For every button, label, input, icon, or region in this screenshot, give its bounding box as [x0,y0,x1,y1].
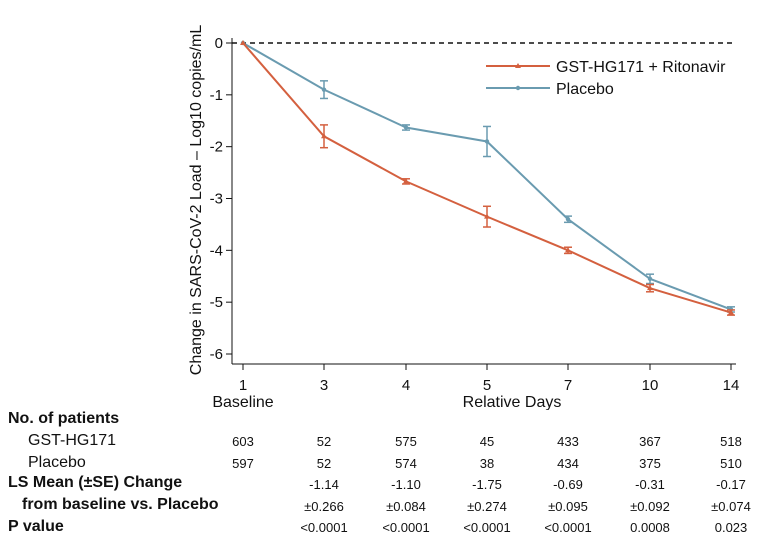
group2-count: 38 [479,456,495,471]
ls-mean-value: -1.10 [391,477,421,492]
group2-label: Placebo [28,454,86,471]
data-point-circle [403,125,409,130]
y-tick-label: -3 [210,191,223,208]
y-axis-title: Change in SARS-CoV-2 Load – Log10 copies… [188,25,205,376]
ls-se-value: ±0.084 [386,499,426,514]
group2-count: 597 [232,456,254,471]
viral-load-chart: 0 -1 -2 -3 -4 -5 -6 1 3 4 5 7 10 14 Baseline Relative D… [188,25,740,410]
ls-mean-value: -1.75 [472,477,502,492]
x-tick-label: 5 [483,377,491,394]
ls-mean-value: -0.69 [553,477,583,492]
pvalue-label: P value [8,518,64,535]
y-tick-label: -4 [210,242,223,259]
data-point-triangle [403,178,409,184]
ls-se-value: ±0.274 [467,499,507,514]
legend-marker-circle [515,85,521,91]
group1-label: GST-HG171 [28,432,117,449]
x-tick-label: 14 [723,377,740,394]
group1-count: 367 [639,434,661,449]
ls-se-value: ±0.074 [711,499,751,514]
patients-header: No. of patients [8,410,120,427]
x-axis-title: Relative Days [463,394,562,410]
y-tick-label: -6 [210,346,223,363]
y-tick-label: -2 [210,139,223,156]
legend-label: Placebo [556,81,614,98]
ls-mean-value: -0.31 [635,477,665,492]
y-tick-label: -1 [210,87,223,104]
pvalue: <0.0001 [544,520,592,535]
x-tick-label: 10 [642,377,659,394]
group2-count: 375 [639,456,661,471]
x-tick-label: 7 [564,377,572,394]
x-tick-label: 3 [320,377,328,394]
group1-count: 518 [720,434,742,449]
group1-count: 45 [479,434,495,449]
y-tick-label: -5 [210,294,223,311]
data-point-triangle [484,213,490,219]
data-point-triangle [728,309,734,315]
data-point-triangle [240,40,246,45]
data-point-circle [565,217,571,222]
x-baseline-label: Baseline [212,394,273,410]
y-tick-label: 0 [215,35,223,52]
legend-marker-triangle [515,63,521,68]
data-point-triangle [321,133,327,139]
data-point-triangle [565,247,571,253]
group2-count: 574 [395,456,417,471]
pvalue: <0.0001 [382,520,430,535]
group1-count: 603 [232,434,254,449]
data-point-circle [647,276,653,282]
group2-count: 434 [557,456,579,471]
ls-se-value: ±0.266 [304,499,344,514]
ls-se-value: ±0.092 [630,499,670,514]
group1-count: 52 [316,434,332,449]
pvalue: 0.023 [714,520,748,535]
ls-mean-label-line1: LS Mean (±SE) Change [8,474,183,491]
group1-count: 575 [395,434,417,449]
pvalue: 0.0008 [630,520,670,535]
ls-mean-value: -0.17 [716,477,746,492]
x-tick-label: 1 [239,377,247,394]
pvalue: <0.0001 [300,520,348,535]
x-tick-label: 4 [402,377,410,394]
data-point-circle [321,87,327,92]
pvalue: <0.0001 [463,520,511,535]
ls-mean-label-line2: from baseline vs. Placebo [22,496,219,513]
group2-count: 510 [720,456,742,471]
ls-mean-value: -1.14 [309,477,339,492]
group1-count: 433 [557,434,579,449]
ls-se-value: ±0.095 [548,499,588,514]
group2-count: 52 [316,456,332,471]
data-point-circle [484,139,490,144]
legend-label: GST-HG171 + Ritonavir [556,59,726,76]
data-point-triangle [647,285,653,291]
